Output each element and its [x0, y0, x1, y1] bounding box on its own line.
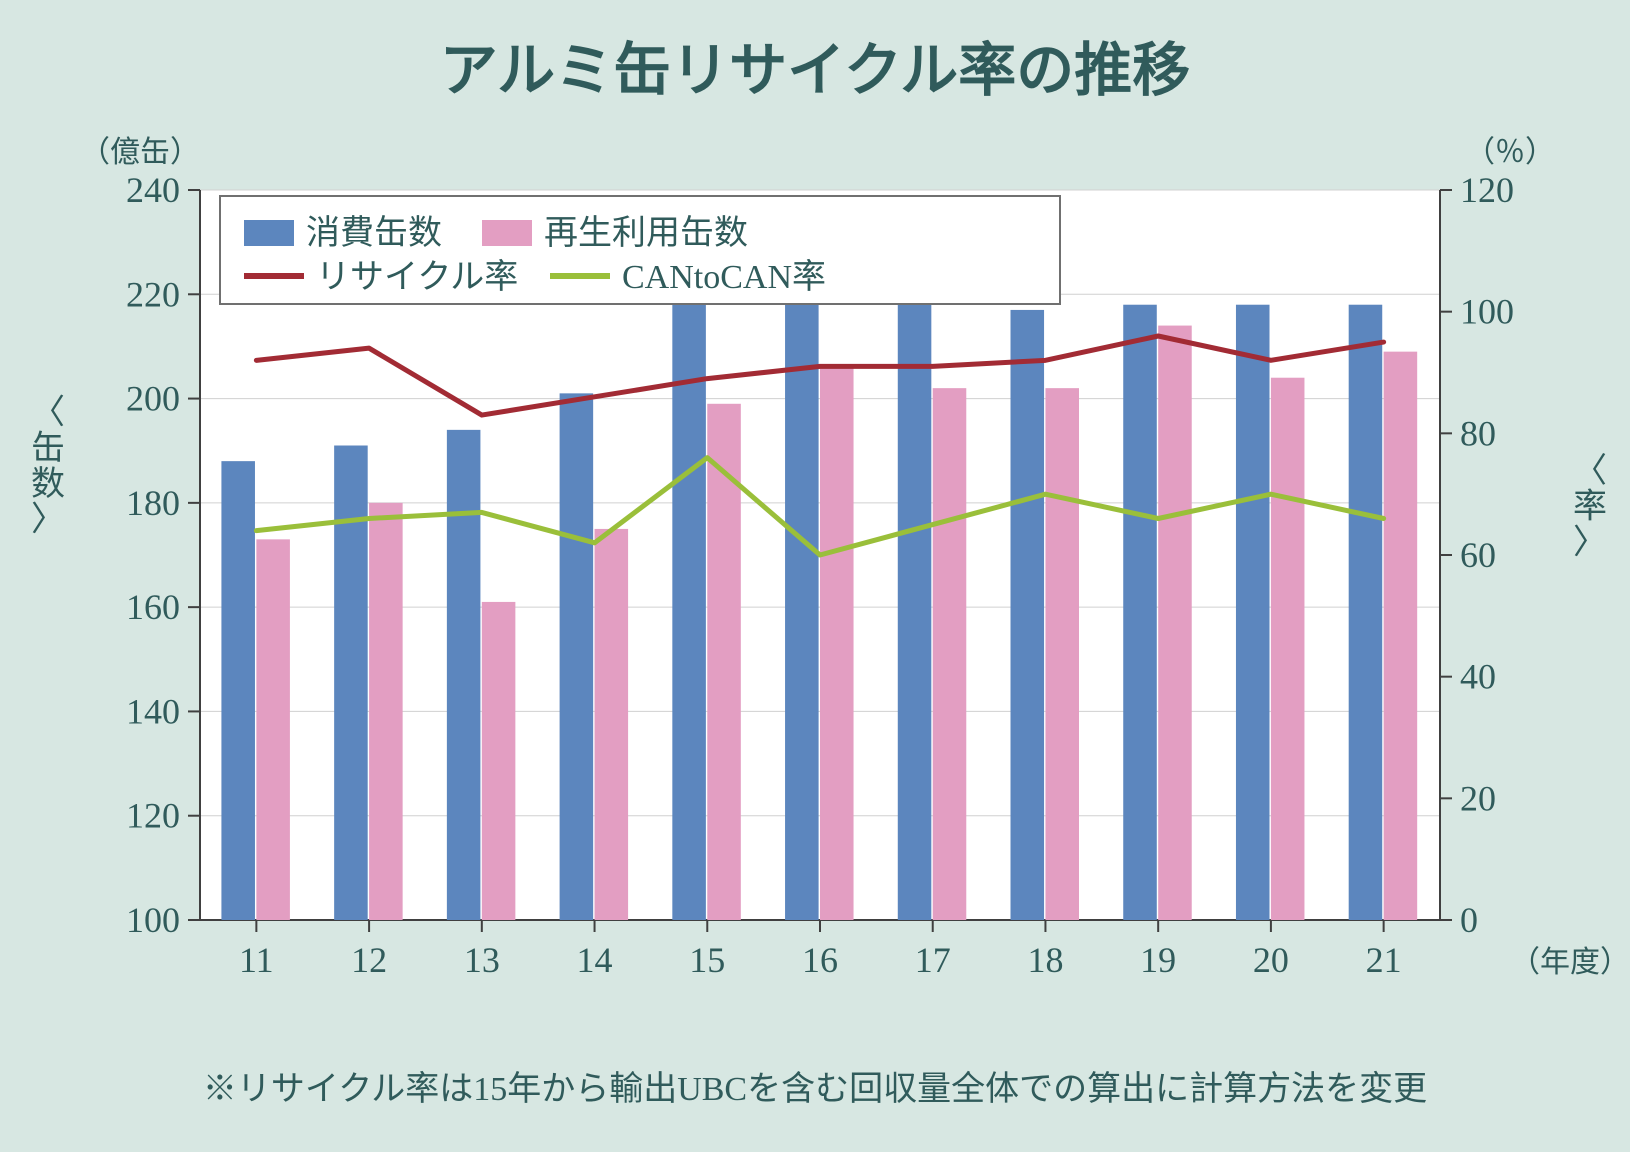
bar-消費缶数 — [447, 430, 481, 920]
bar-再生利用缶数 — [256, 539, 290, 920]
left-tick-label: 240 — [126, 170, 180, 210]
right-tick-label: 120 — [1460, 170, 1514, 210]
bar-消費缶数 — [334, 446, 368, 921]
chart-footnote: ※リサイクル率は15年から輸出UBCを含む回収量全体での算出に計算方法を変更 — [203, 1070, 1427, 1108]
right-tick-label: 80 — [1460, 413, 1496, 453]
right-unit-label: （％） — [1465, 136, 1555, 169]
bar-消費缶数 — [221, 461, 255, 920]
x-tick-label: 18 — [1027, 940, 1063, 980]
right-side-label: 〈率〉 — [1573, 453, 1607, 561]
left-tick-label: 140 — [126, 691, 180, 731]
x-tick-label: 15 — [689, 940, 725, 980]
left-unit-label: （億缶） — [80, 136, 200, 169]
chart-svg: 100 120 140 160 180 200 220 240 0 20 40 60 80 100 120 1… — [0, 0, 1630, 1152]
x-tick-label: 13 — [464, 940, 500, 980]
right-tick-label: 60 — [1460, 535, 1496, 575]
x-tick-label: 20 — [1253, 940, 1289, 980]
bar-再生利用缶数 — [1045, 388, 1079, 920]
bar-再生利用缶数 — [1271, 378, 1305, 920]
bar-消費缶数 — [560, 393, 594, 920]
bar-消費缶数 — [1236, 305, 1270, 920]
bar-消費缶数 — [1349, 305, 1383, 920]
left-tick-label: 120 — [126, 796, 180, 836]
x-axis-label: （年度） — [1510, 946, 1630, 979]
left-tick-label: 200 — [126, 379, 180, 419]
bar-消費缶数 — [898, 300, 932, 921]
legend-label: 再生利用缶数 — [544, 214, 748, 252]
right-tick-label: 100 — [1460, 292, 1514, 332]
x-tick-label: 12 — [351, 940, 387, 980]
right-tick-label: 0 — [1460, 900, 1478, 940]
x-tick-label: 21 — [1366, 940, 1402, 980]
right-tick-label: 20 — [1460, 778, 1496, 818]
x-tick-label: 14 — [577, 940, 613, 980]
x-tick-label: 11 — [239, 940, 274, 980]
chart-title: アルミ缶リサイクル率の推移 — [440, 38, 1191, 103]
left-side-label: 〈缶数〉 — [31, 395, 65, 539]
x-tick-label: 19 — [1140, 940, 1176, 980]
bar-再生利用缶数 — [595, 529, 629, 920]
legend-label: リサイクル率 — [316, 258, 518, 296]
bar-再生利用缶数 — [1384, 352, 1418, 920]
bar-再生利用缶数 — [482, 602, 516, 920]
bar-消費缶数 — [1123, 305, 1157, 920]
x-tick-label: 16 — [802, 940, 838, 980]
bar-再生利用缶数 — [369, 503, 403, 920]
bar-再生利用缶数 — [1158, 326, 1192, 920]
legend-label: 消費缶数 — [306, 214, 442, 252]
legend-label: CANtoCAN率 — [622, 258, 826, 296]
left-tick-label: 100 — [126, 900, 180, 940]
bar-再生利用缶数 — [933, 388, 967, 920]
x-tick-label: 17 — [915, 940, 951, 980]
left-tick-label: 160 — [126, 587, 180, 627]
right-tick-label: 40 — [1460, 657, 1496, 697]
chart-container: 100 120 140 160 180 200 220 240 0 20 40 60 80 100 120 1… — [0, 0, 1630, 1152]
left-tick-label: 180 — [126, 483, 180, 523]
legend-swatch — [244, 220, 294, 246]
bar-消費缶数 — [1011, 310, 1045, 920]
left-tick-label: 220 — [126, 274, 180, 314]
legend-swatch — [482, 220, 532, 246]
bar-再生利用缶数 — [820, 367, 854, 920]
